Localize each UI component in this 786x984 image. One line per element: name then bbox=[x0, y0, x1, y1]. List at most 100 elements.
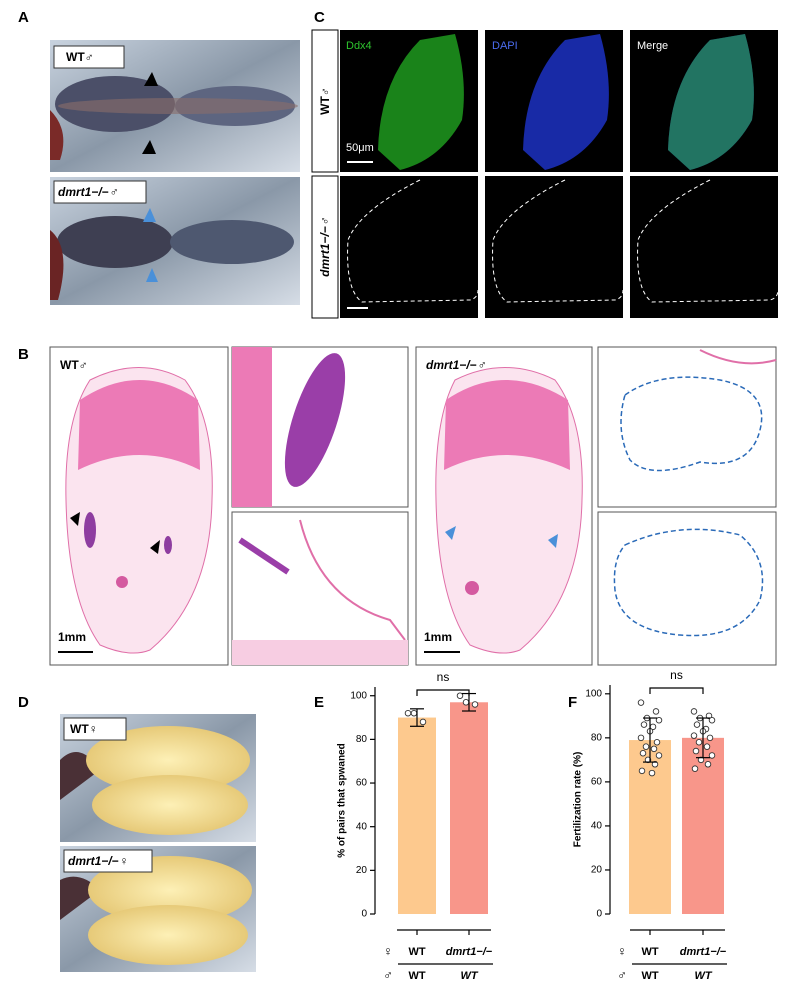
panel-label: D bbox=[18, 694, 29, 711]
panel-label: F bbox=[568, 694, 577, 711]
y-tick-label: 0 bbox=[361, 909, 367, 920]
shape bbox=[50, 230, 64, 300]
shape bbox=[238, 537, 290, 575]
x-tick-label: WT bbox=[408, 970, 425, 982]
x-tick-label: WT bbox=[408, 946, 425, 958]
shape bbox=[58, 98, 298, 114]
shape bbox=[63, 717, 127, 741]
histology-b bbox=[49, 346, 777, 666]
section-label: WT♂ bbox=[60, 358, 88, 372]
shape bbox=[143, 208, 156, 222]
row-label: WT♂ bbox=[318, 87, 332, 115]
row-symbol: ♂ bbox=[383, 967, 393, 982]
row-label: dmrt1−/−♂ bbox=[318, 217, 332, 277]
photo-label: dmrt1−/−♀ bbox=[68, 854, 128, 868]
data-point bbox=[690, 708, 698, 715]
scale-bar-label: 50μm bbox=[346, 142, 374, 154]
shape bbox=[86, 726, 250, 794]
shape bbox=[299, 519, 406, 641]
shape bbox=[88, 905, 248, 965]
data-point bbox=[637, 699, 645, 706]
data-point bbox=[456, 692, 464, 699]
shape bbox=[50, 110, 64, 160]
data-point bbox=[708, 716, 716, 724]
row-label-boxes bbox=[311, 29, 339, 319]
shape bbox=[231, 511, 409, 666]
data-point bbox=[471, 701, 479, 708]
y-tick-label: 0 bbox=[596, 909, 602, 920]
data-point bbox=[693, 721, 701, 728]
shape bbox=[92, 775, 248, 835]
shape bbox=[548, 534, 558, 548]
scale-bar-label: 1mm bbox=[58, 630, 86, 644]
shape bbox=[630, 176, 778, 318]
bar bbox=[450, 702, 488, 914]
shape bbox=[613, 528, 764, 637]
x-tick-label: WT bbox=[460, 970, 478, 982]
data-point bbox=[690, 732, 698, 739]
shape bbox=[485, 176, 623, 318]
shape bbox=[444, 380, 570, 470]
data-point bbox=[695, 739, 703, 746]
y-tick-label: 100 bbox=[585, 688, 602, 699]
shape bbox=[232, 640, 408, 665]
x-tick-label: WT bbox=[641, 970, 658, 982]
bar bbox=[682, 737, 724, 914]
data-point bbox=[642, 743, 650, 750]
y-tick-label: 20 bbox=[356, 865, 368, 876]
column-label: Merge bbox=[637, 40, 668, 52]
row-symbol: ♀ bbox=[383, 943, 393, 958]
data-point bbox=[648, 769, 656, 777]
data-point bbox=[638, 767, 646, 775]
shape bbox=[284, 353, 346, 487]
data-point bbox=[708, 752, 716, 759]
shape bbox=[232, 347, 272, 507]
shape bbox=[150, 540, 160, 554]
data-point bbox=[706, 734, 714, 742]
shape bbox=[70, 512, 80, 526]
photo-a-wt bbox=[50, 40, 300, 172]
shape bbox=[465, 581, 479, 595]
photo-a-mutant bbox=[50, 177, 300, 305]
shape bbox=[53, 45, 125, 69]
shape bbox=[84, 512, 96, 548]
y-tick-label: 40 bbox=[356, 821, 368, 832]
significance-bracket bbox=[649, 687, 704, 694]
shape bbox=[146, 268, 158, 282]
data-point bbox=[703, 743, 711, 750]
shape bbox=[142, 140, 156, 154]
shape bbox=[78, 380, 200, 470]
data-point bbox=[704, 761, 712, 768]
y-tick-label: 20 bbox=[591, 865, 603, 876]
significance-label: ns bbox=[670, 668, 683, 682]
panel-label: B bbox=[18, 346, 29, 363]
shape bbox=[699, 349, 777, 365]
bar bbox=[629, 740, 671, 914]
shape bbox=[378, 34, 464, 170]
data-point bbox=[462, 699, 470, 706]
scale-bar-label: 1mm bbox=[424, 630, 452, 644]
x-tick-label: dmrt1−/− bbox=[680, 946, 727, 958]
significance-label: ns bbox=[437, 670, 450, 684]
y-tick-label: 80 bbox=[356, 734, 368, 745]
significance-bracket bbox=[416, 689, 470, 696]
data-point bbox=[655, 752, 663, 759]
panel-label: A bbox=[18, 9, 29, 26]
section-label: dmrt1−/−♂ bbox=[426, 358, 486, 372]
data-point bbox=[692, 747, 700, 755]
shape bbox=[57, 216, 173, 268]
data-point bbox=[404, 709, 412, 717]
row-symbol: ♀ bbox=[617, 943, 627, 958]
shape bbox=[523, 34, 609, 170]
shape bbox=[340, 176, 478, 318]
shape bbox=[620, 376, 763, 472]
data-point bbox=[691, 765, 699, 772]
data-point bbox=[655, 716, 663, 724]
shape bbox=[445, 526, 456, 540]
y-tick-label: 60 bbox=[356, 778, 368, 789]
shape bbox=[53, 180, 147, 204]
shape bbox=[311, 29, 339, 173]
bar bbox=[398, 717, 436, 914]
shape bbox=[347, 179, 479, 303]
data-point bbox=[639, 750, 647, 757]
